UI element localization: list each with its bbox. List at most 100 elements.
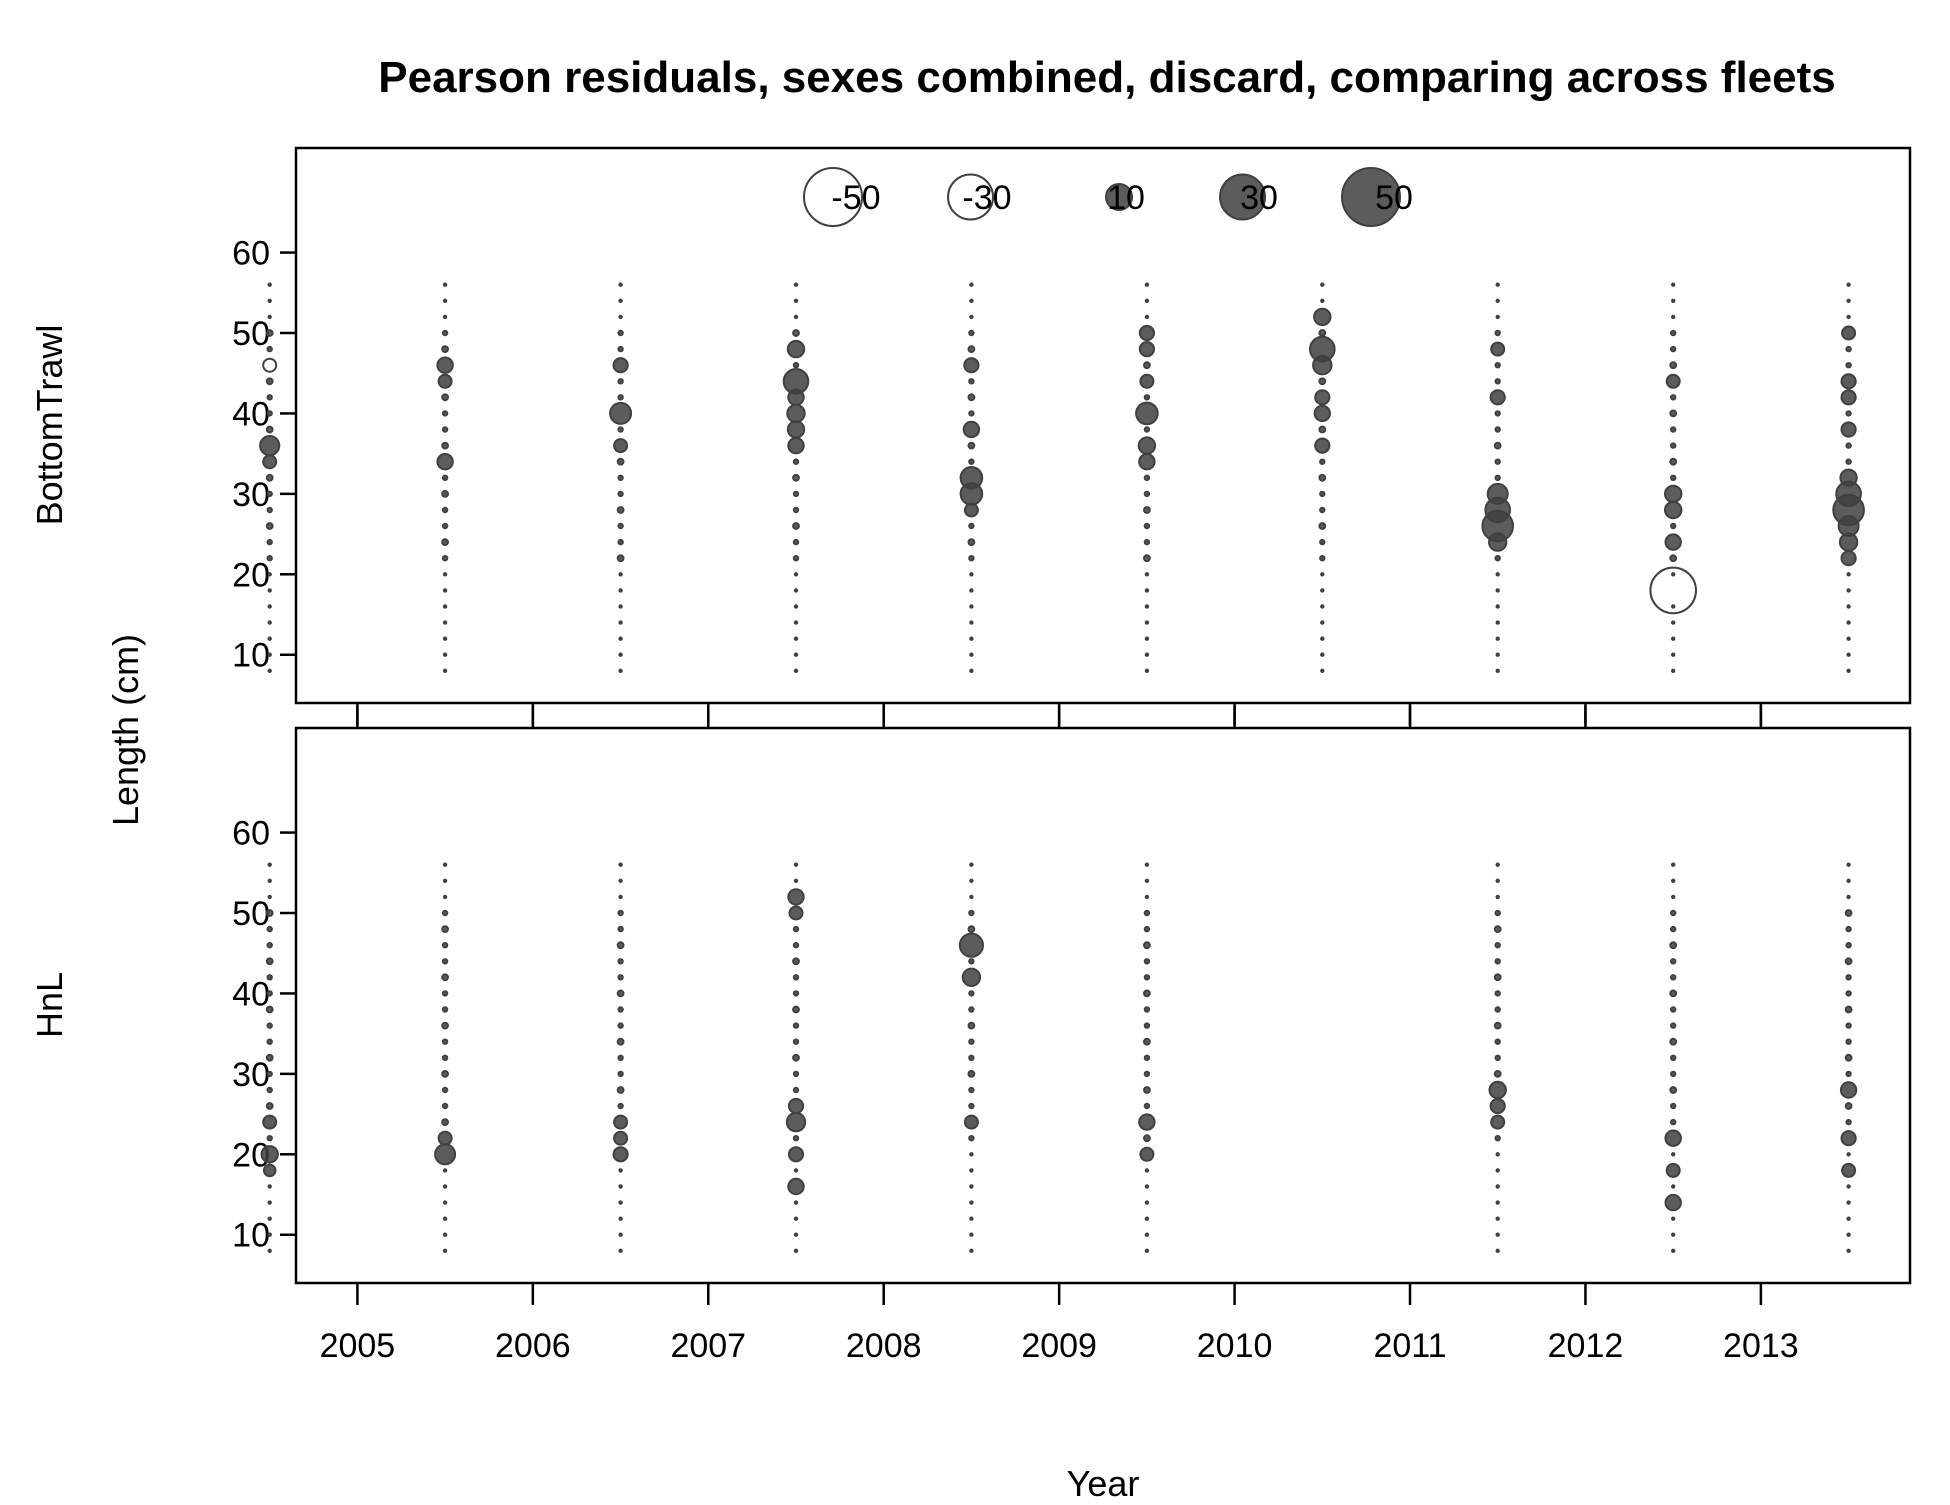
hnl-residual-bubble: [968, 958, 975, 965]
hnl-residual-bubble: [441, 925, 450, 933]
bottomtrawl-residual-bubble: [1319, 458, 1326, 465]
hnl-residual-bubble: [1493, 1070, 1502, 1078]
bottomtrawl-residual-bubble: [617, 394, 624, 401]
chart-title: Pearson residuals, sexes combined, disca…: [378, 53, 1836, 102]
hnl-residual-bubble: [442, 1216, 448, 1221]
bottomtrawl-residual-bubble: [1144, 572, 1150, 577]
hnl-residual-bubble: [1846, 878, 1851, 883]
hnl-residual-bubble: [792, 925, 800, 933]
bottomtrawl-residual-bubble: [1671, 282, 1676, 287]
bottomtrawl-residual-bubble: [793, 668, 799, 673]
bottomtrawl-residual-bubble: [792, 522, 800, 530]
hnl-residual-bubble: [612, 1146, 629, 1163]
panel-bottomtrawl-y-ticks: 10 20 30 40 50 60: [232, 235, 296, 675]
hnl-residual-bubble: [793, 1216, 799, 1221]
bottomtrawl-residual-bubble: [618, 652, 623, 657]
legend-label: -30: [962, 179, 1011, 217]
hnl-residual-bubble: [617, 1054, 624, 1062]
bottomtrawl-residual-bubble: [609, 401, 633, 425]
hnl-residual-bubble: [441, 1102, 449, 1110]
hnl-residual-bubble: [793, 1248, 799, 1254]
bottomtrawl-residual-bubble: [969, 298, 974, 303]
bottomtrawl-residual-bubble: [617, 490, 624, 498]
hnl-residual-bubble: [266, 1038, 273, 1045]
hnl-residual-bubble: [613, 1130, 629, 1146]
hnl-residual-bubble: [969, 894, 974, 900]
hnl-residual-bubble: [260, 1145, 279, 1164]
hnl-residual-bubble: [442, 1200, 448, 1205]
bottomtrawl-residual-bubble: [1495, 620, 1500, 625]
hnl-residual-bubble: [618, 1200, 623, 1205]
bottomtrawl-residual-bubble: [1840, 389, 1857, 406]
hnl-residual-bubble: [969, 1184, 974, 1189]
bottomtrawl-residual-bubble: [969, 620, 974, 625]
hnl-residual-bubble: [1671, 862, 1676, 867]
hnl-residual-bubble: [1495, 1216, 1500, 1221]
bottomtrawl-residual-bubble: [1320, 668, 1325, 673]
bottomtrawl-residual-bubble: [1495, 604, 1500, 609]
bottomtrawl-residual-bubble: [441, 555, 449, 562]
hnl-residual-bubble: [968, 1038, 975, 1045]
bottomtrawl-residual-bubble: [1144, 604, 1150, 609]
hnl-residual-bubble: [968, 1086, 975, 1094]
x-tick-label: 2007: [670, 1327, 746, 1365]
hnl-residual-bubble: [442, 878, 448, 883]
hnl-residual-bubble: [968, 1135, 975, 1142]
hnl-residual-bubble: [1144, 1200, 1150, 1205]
hnl-residual-bubble: [1495, 1248, 1500, 1254]
hnl-residual-bubble: [792, 1086, 800, 1094]
hnl-residual-bubble: [1670, 1102, 1677, 1110]
hnl-residual-bubble: [616, 1037, 625, 1046]
bottomtrawl-residual-bubble: [1846, 572, 1851, 577]
hnl-residual-bubble: [1846, 1216, 1851, 1221]
bottomtrawl-y-tick-label: 20: [232, 556, 270, 594]
bottomtrawl-residual-bubble: [963, 357, 980, 374]
bottomtrawl-residual-bubble: [793, 588, 799, 593]
bottomtrawl-residual-bubble: [793, 298, 799, 303]
legend-bubble: [803, 167, 864, 227]
panel-hnl-frame: [294, 726, 1912, 1285]
y-axis-label: Length (cm): [105, 634, 146, 826]
hnl-residual-bubble: [1494, 1038, 1501, 1045]
bottomtrawl-residual-bubble: [442, 298, 448, 303]
bottomtrawl-residual-bubble: [792, 458, 800, 465]
bottomtrawl-residual-bubble: [265, 522, 274, 530]
bottomtrawl-residual-bubble: [267, 314, 272, 320]
bottomtrawl-residual-bubble: [1319, 555, 1326, 562]
bottomtrawl-residual-bubble: [792, 329, 800, 337]
bottomtrawl-residual-bubble: [441, 522, 449, 530]
bottomtrawl-y-tick-label: 60: [232, 235, 270, 273]
hnl-residual-bubble: [262, 1163, 277, 1178]
hnl-residual-bubble: [1495, 1168, 1500, 1173]
bottomtrawl-residual-bubble: [1669, 409, 1678, 418]
bottomtrawl-residual-bubble: [1664, 500, 1683, 520]
hnl-residual-bubble: [1495, 1200, 1500, 1205]
hnl-residual-bubble: [1670, 1022, 1677, 1029]
bottomtrawl-residual-bubble: [437, 373, 453, 389]
panel-bottomtrawl-bubbles: [259, 282, 1865, 673]
bottomtrawl-residual-bubble: [1670, 522, 1677, 530]
bottomtrawl-residual-bubble: [793, 604, 799, 609]
hnl-residual-bubble: [1493, 925, 1502, 933]
bottomtrawl-y-tick-label: 30: [232, 476, 270, 514]
hnl-residual-bubble: [442, 862, 448, 867]
hnl-residual-bubble: [1841, 1162, 1857, 1178]
hnl-residual-bubble: [617, 909, 624, 917]
hnl-residual-bubble: [1671, 1248, 1676, 1254]
hnl-residual-bubble: [265, 1102, 274, 1110]
hnl-residual-bubble: [792, 942, 800, 949]
bottomtrawl-residual-bubble: [1493, 441, 1502, 450]
bottomtrawl-residual-bubble: [617, 538, 624, 546]
panel-bottomtrawl: BottomTrawl 10 20 30 40 50 60 -50 -30 10 30 50: [29, 146, 1912, 725]
hnl-residual-bubble: [1845, 1038, 1852, 1045]
bottomtrawl-residual-bubble: [1143, 490, 1151, 498]
bottomtrawl-residual-bubble: [968, 458, 975, 465]
hnl-residual-bubble: [1144, 862, 1150, 867]
bottomtrawl-residual-bubble: [266, 506, 273, 514]
bottomtrawl-residual-bubble: [1494, 474, 1501, 481]
bottomtrawl-residual-bubble: [1665, 373, 1681, 389]
hnl-residual-bubble: [1143, 1134, 1151, 1143]
bottomtrawl-residual-bubble: [793, 652, 799, 657]
bottomtrawl-residual-bubble: [1670, 329, 1677, 337]
bottomtrawl-residual-bubble: [1320, 652, 1325, 657]
